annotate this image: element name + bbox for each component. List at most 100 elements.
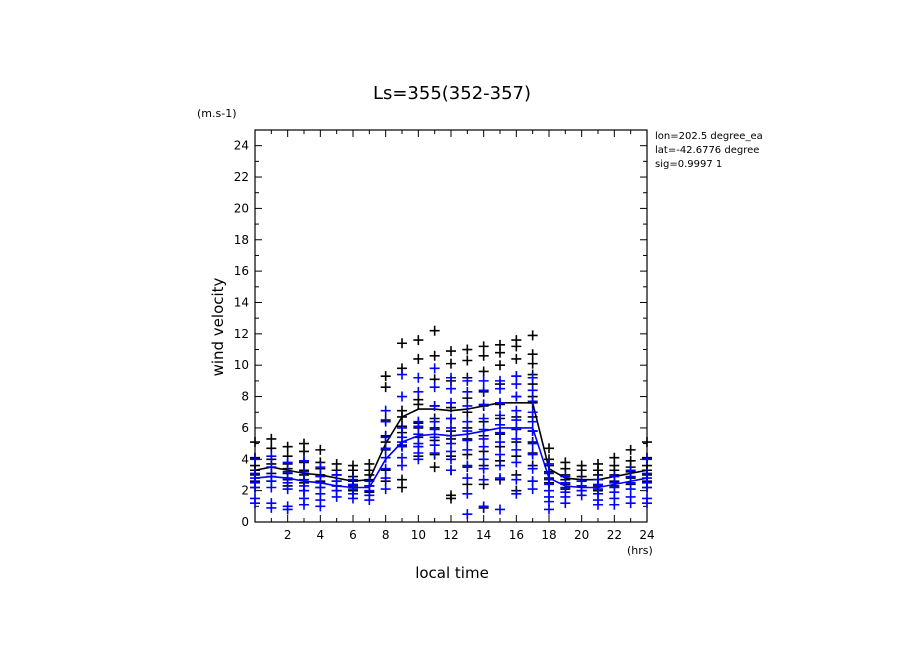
- series-1-point: [413, 399, 424, 410]
- series-2-point: [478, 441, 489, 452]
- series-2-point: [282, 457, 293, 468]
- x-axis-unit: (hrs): [627, 544, 653, 557]
- series-2-point: [495, 449, 505, 460]
- series-2-point: [250, 482, 260, 493]
- series-1-point: [495, 360, 505, 371]
- series-2-point: [495, 473, 505, 484]
- series-1-point: [446, 493, 456, 504]
- y-tick-label: 0: [241, 515, 249, 529]
- series-2-point: [478, 399, 489, 410]
- series-2-point: [348, 493, 358, 504]
- y-tick-label: 8: [241, 390, 249, 404]
- series-2-point: [397, 369, 407, 380]
- x-tick-label: 18: [541, 528, 556, 542]
- series-2-point: [478, 474, 489, 485]
- series-2-point: [462, 400, 473, 411]
- x-tick-label: 6: [349, 528, 357, 542]
- series-1-point: [299, 446, 309, 457]
- x-tick-label: 22: [607, 528, 622, 542]
- series-2-point: [462, 416, 473, 427]
- series-2-point: [609, 499, 620, 510]
- series-2-point: [413, 372, 424, 383]
- series-2-point: [495, 410, 505, 421]
- series-2-point: [478, 501, 489, 512]
- series-2-point: [478, 385, 489, 396]
- series-2-point: [380, 443, 391, 454]
- series-1-point: [429, 325, 440, 336]
- series-2-point: [495, 504, 505, 515]
- series-2-point: [380, 484, 391, 495]
- series-1-point: [446, 358, 456, 369]
- series-2-point: [380, 452, 391, 463]
- series-2-point: [544, 458, 554, 469]
- series-2-mean-line: [254, 427, 648, 489]
- y-tick-label: 4: [241, 452, 249, 466]
- series-2-point: [299, 455, 309, 466]
- y-tick-label: 24: [234, 139, 249, 153]
- series-2-point: [299, 499, 309, 510]
- x-axis-label: local time: [415, 564, 489, 582]
- series-2-point: [462, 473, 473, 484]
- series-2-point: [462, 509, 473, 520]
- series-1-point: [429, 350, 440, 361]
- series-2-point: [527, 438, 538, 449]
- series-2-point: [380, 405, 391, 416]
- series-2-point: [462, 375, 473, 386]
- series-1-point: [511, 353, 522, 364]
- x-tick-label: 14: [476, 528, 491, 542]
- series-2-point: [642, 498, 652, 509]
- y-tick-label: 12: [234, 327, 249, 341]
- series-2-point: [462, 444, 473, 455]
- series-2-point: [527, 407, 538, 418]
- series-2-point: [380, 473, 391, 484]
- series-2-point: [331, 491, 342, 502]
- info-line-lon: lon=202.5 degree_ea: [655, 131, 763, 142]
- series-1-point: [413, 335, 424, 346]
- series-2-point: [511, 405, 522, 416]
- series-1-point: [527, 330, 538, 341]
- x-tick-label: 16: [509, 528, 524, 542]
- x-tick-label: 10: [411, 528, 426, 542]
- y-axis-unit: (m.s-1): [197, 107, 237, 120]
- series-2-point: [511, 488, 522, 499]
- series-2-point: [576, 490, 587, 501]
- series-1-point: [282, 441, 293, 452]
- info-line-sig: sig=0.9997 1: [655, 159, 722, 170]
- series-2-point: [495, 397, 505, 408]
- series-2-point: [495, 383, 505, 394]
- x-tick-label: 12: [443, 528, 458, 542]
- series-2-point: [282, 504, 293, 515]
- y-axis-label: wind velocity: [209, 277, 227, 376]
- series-2-point: [527, 463, 538, 474]
- series-2-point: [511, 391, 522, 402]
- series-2-point: [462, 386, 473, 397]
- series-1-point: [625, 444, 636, 455]
- series-2-point: [495, 437, 505, 448]
- x-tick-label: 24: [639, 528, 654, 542]
- y-tick-label: 10: [234, 358, 249, 372]
- series-1-point: [478, 341, 489, 352]
- y-tick-label: 14: [234, 295, 249, 309]
- series-2-point: [266, 451, 277, 462]
- series-2-point: [397, 422, 407, 433]
- series-2-point: [527, 385, 538, 396]
- chart-title: Ls=355(352-357): [373, 83, 531, 104]
- series-2-point: [462, 435, 473, 446]
- series-1-point: [527, 349, 538, 360]
- series-2-point: [380, 432, 391, 443]
- series-1-point: [413, 353, 424, 364]
- y-tick-label: 18: [234, 233, 249, 247]
- series-2-point: [511, 379, 522, 390]
- series-2-point: [593, 499, 603, 510]
- series-2-point: [495, 427, 505, 438]
- series-2-point: [446, 383, 456, 394]
- series-2-point: [380, 463, 391, 474]
- series-2-point: [642, 482, 652, 493]
- series-1-point: [478, 350, 489, 361]
- series-2-point: [446, 372, 456, 383]
- series-1-point: [315, 444, 326, 455]
- series-2-point: [397, 460, 407, 471]
- series-2-point: [511, 444, 522, 455]
- series-1-point: [478, 366, 489, 377]
